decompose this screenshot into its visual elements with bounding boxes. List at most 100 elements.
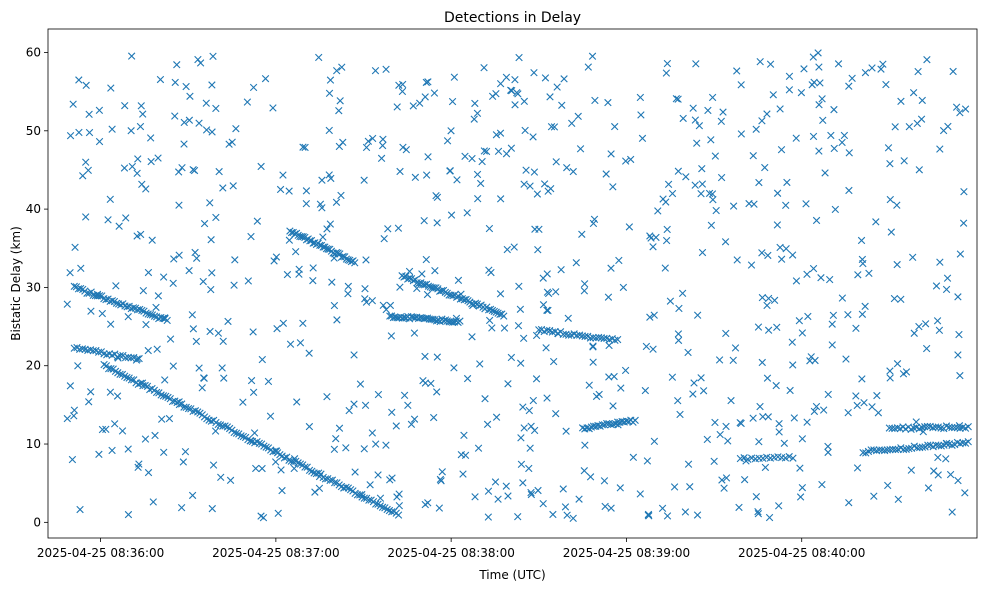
data-point-marker [709,196,717,204]
marker-stroke [527,490,536,499]
marker-stroke [488,324,496,332]
marker-stroke [882,80,890,89]
marker-stroke [188,311,197,319]
marker-stroke [924,484,933,492]
data-point-marker [695,122,704,130]
data-point-marker [189,325,198,333]
data-point-marker [859,259,867,268]
marker-stroke [868,64,876,72]
data-point-marker [764,413,772,421]
marker-stroke [913,444,921,452]
data-point-marker [668,189,677,198]
marker-stroke [517,359,525,367]
data-point-marker [272,253,281,261]
data-point-marker [224,317,232,326]
data-point-marker [589,358,597,366]
data-point-marker [98,309,107,318]
marker-stroke [180,140,188,148]
marker-stroke [611,336,619,344]
data-point-marker [619,283,628,292]
data-point-marker [857,236,866,245]
data-point-marker [296,339,305,347]
marker-stroke [922,344,931,353]
marker-stroke [588,52,597,60]
marker-stroke [290,464,298,473]
marker-stroke [659,195,667,203]
marker-stroke [428,283,436,292]
data-point-marker [563,163,571,172]
data-point-marker [607,504,615,512]
data-point-marker [120,372,129,380]
data-point-marker [371,440,380,448]
marker-stroke [909,253,917,261]
marker-stroke [848,74,856,83]
data-point-marker [290,464,298,473]
data-point-marker [485,316,494,325]
data-point-marker [884,481,892,490]
data-point-marker [529,133,537,141]
marker-stroke [845,82,853,90]
marker-stroke [942,422,951,430]
marker-stroke [115,222,123,230]
marker-stroke [423,290,432,299]
data-point-marker [260,442,268,450]
marker-stroke [392,422,400,430]
data-point-marker [492,413,501,421]
marker-stroke [453,176,461,184]
data-point-marker [611,336,619,344]
data-point-marker [485,224,494,233]
marker-stroke [785,452,793,461]
data-point-marker [824,442,832,451]
marker-stroke [707,221,716,229]
marker-stroke [108,446,116,455]
data-point-marker [333,316,341,324]
marker-stroke [663,59,672,68]
data-point-marker [77,264,85,273]
marker-stroke [321,475,330,483]
marker-stroke [693,311,702,319]
marker-stroke [447,211,456,219]
marker-stroke [830,105,838,114]
marker-stroke [589,219,598,228]
marker-stroke [935,326,944,334]
data-point-marker [94,348,103,356]
marker-stroke [802,200,810,208]
marker-stroke [199,374,208,382]
data-point-marker [209,461,218,469]
marker-stroke [853,401,861,410]
marker-stroke [139,110,147,118]
data-point-marker [159,273,168,281]
marker-stroke [754,323,763,331]
data-point-marker [496,290,505,298]
plot-area [48,29,977,538]
marker-stroke [654,207,662,215]
marker-stroke [98,425,107,434]
marker-stroke [786,386,794,395]
marker-stroke [335,142,344,151]
marker-stroke [873,391,881,400]
marker-stroke [330,479,339,487]
data-point-marker [257,512,265,520]
data-point-marker [422,78,431,87]
data-point-marker [937,424,945,432]
marker-stroke [271,458,280,466]
data-point-marker [817,274,825,282]
data-point-marker [664,180,673,189]
data-point-marker [803,270,811,278]
data-point-marker [133,169,141,177]
marker-stroke [232,429,241,437]
marker-stroke [430,89,439,97]
marker-stroke [326,476,334,485]
marker-stroke [698,248,707,257]
marker-stroke [181,448,190,456]
data-point-marker [379,301,388,309]
marker-stroke [189,325,198,333]
data-point-marker [775,502,783,510]
data-point-marker [658,504,667,512]
marker-stroke [409,277,418,285]
marker-stroke [136,230,145,239]
data-point-marker [221,422,229,430]
data-point-marker [423,290,432,299]
data-point-marker [143,382,152,391]
data-point-marker [488,306,497,315]
